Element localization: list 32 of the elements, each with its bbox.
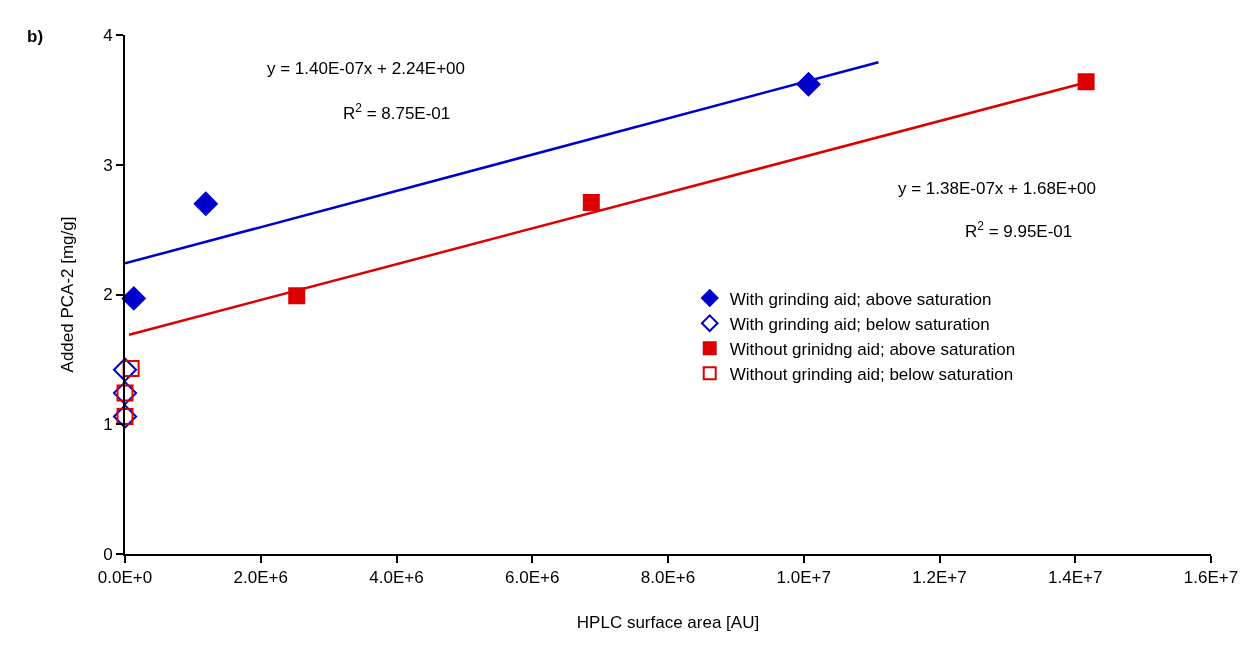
legend-label: With grinding aid; above saturation — [729, 289, 992, 309]
x-tick-label: 1.2E+7 — [912, 568, 967, 588]
point — [288, 287, 306, 305]
x-axis-title: HPLC surface area [AU] — [576, 613, 760, 633]
x-tick-label: 6.0E+6 — [505, 568, 560, 588]
x-tick-label: 1.6E+7 — [1183, 568, 1239, 588]
x-tick-label: 0.0E+0 — [97, 568, 153, 588]
y-tick-label: 1 — [103, 415, 113, 435]
y-tick-label: 3 — [103, 155, 113, 175]
point — [193, 191, 218, 216]
point — [112, 357, 138, 382]
x-tick-label: 4.0E+6 — [369, 568, 424, 588]
y-tick-label: 0 — [103, 544, 113, 564]
annotation: y = 1.38E-07x + 1.68E+00 — [898, 179, 1097, 198]
point — [582, 193, 600, 211]
y-tick-label: 4 — [103, 25, 113, 45]
point — [796, 72, 821, 97]
x-tick-label: 1.0E+7 — [776, 568, 831, 588]
annotation: R$^{2}$ = 9.95E-01 — [965, 219, 1073, 242]
legend-label: Without grinding aid; below saturation — [729, 365, 1014, 384]
y-tick-label: 2 — [103, 285, 113, 305]
annotation: R$^{2}$ = 8.75E-01 — [343, 101, 451, 124]
y-axis-title: Added PCA-2 [mg/g] — [58, 216, 78, 373]
text: b) — [27, 27, 44, 46]
point — [1077, 73, 1095, 91]
x-tick-label: 2.0E+6 — [233, 568, 288, 588]
x-tick-label: 1.4E+7 — [1048, 568, 1103, 588]
annotation: y = 1.40E-07x + 2.24E+00 — [267, 59, 466, 78]
legend-label: With grinding aid; below saturation — [729, 314, 990, 334]
x-tick-label: 8.0E+6 — [640, 568, 696, 588]
point — [121, 286, 146, 311]
legend-label: Without grinidng aid; above saturation — [729, 339, 1016, 359]
